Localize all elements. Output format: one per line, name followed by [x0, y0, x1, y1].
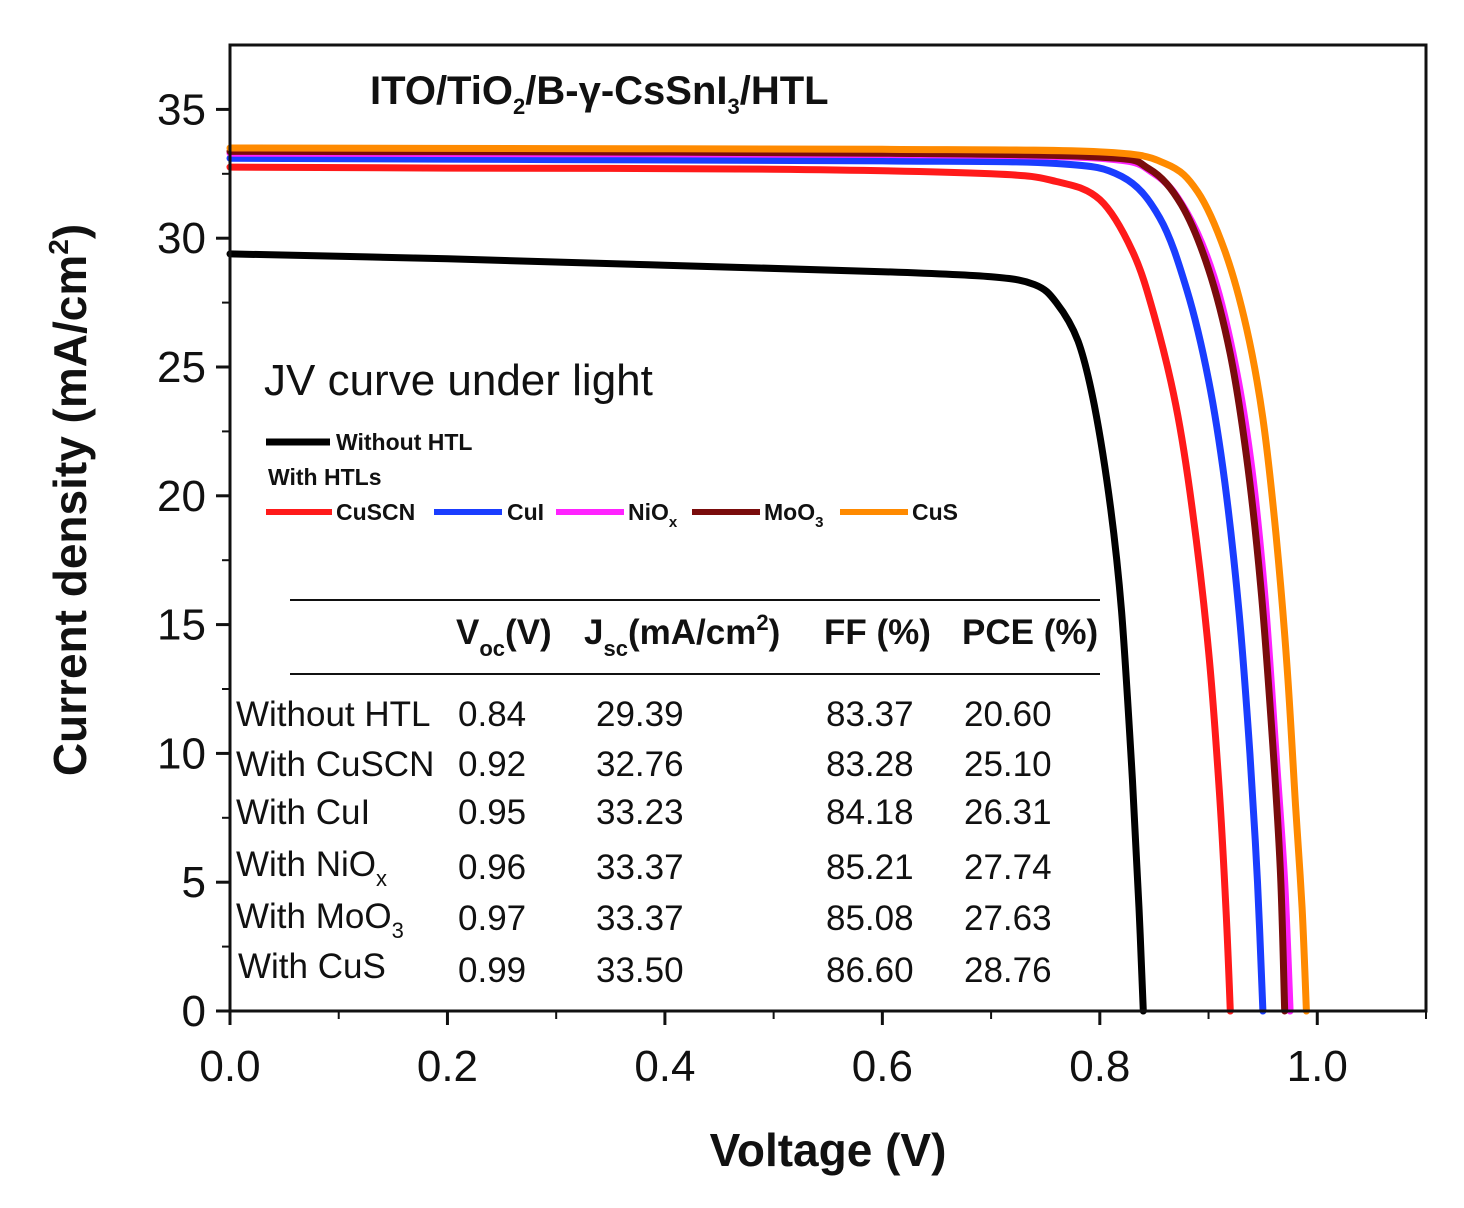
table-row: With CuS 0.99 33.50 86.60 28.76: [238, 947, 1052, 990]
legend-label-cuscn: CuSCN: [336, 499, 415, 525]
table-cell-ff: 84.18: [826, 793, 914, 832]
table-cell-jsc: 32.76: [596, 745, 684, 784]
table-cell-jsc: 33.23: [596, 793, 684, 832]
legend-label-cui: CuI: [507, 499, 544, 525]
series-line-cui: [226, 154, 1267, 1015]
table-cell-ff: 86.60: [826, 951, 914, 990]
table-cell-label: With NiOx: [236, 845, 387, 891]
y-tick-label: 15: [157, 601, 206, 650]
x-tick-label: 0.8: [1069, 1042, 1130, 1091]
table-cell-pce: 25.10: [964, 745, 1052, 784]
parameter-table: Voc(V) Jsc(mA/cm2) FF (%) PCE (%) Withou…: [236, 599, 1100, 990]
table-cell-jsc: 33.37: [596, 899, 684, 938]
legend-label-niox: NiOx: [628, 499, 678, 531]
chart-subtitle: JV curve under light: [264, 356, 653, 405]
y-tick-label: 0: [182, 987, 206, 1036]
y-tick-label: 5: [182, 858, 206, 907]
series-line-cus: [226, 144, 1310, 1015]
table-cell-voc: 0.99: [458, 951, 526, 990]
table-cell-voc: 0.96: [458, 848, 526, 887]
table-cell-pce: 27.74: [964, 848, 1052, 887]
y-tick-label: 35: [157, 85, 206, 134]
table-row: With MoO3 0.97 33.37 85.08 27.63: [236, 897, 1052, 943]
table-cell-ff: 85.21: [826, 848, 914, 887]
legend: Without HTL With HTLs CuSCN CuI NiOx MoO…: [266, 429, 958, 531]
table-header-jsc: Jsc(mA/cm2): [584, 610, 780, 661]
x-tick-label: 0.2: [417, 1042, 478, 1091]
table-row: With CuSCN 0.92 32.76 83.28 25.10: [236, 745, 1052, 784]
table-cell-ff: 83.37: [826, 695, 914, 734]
x-tick-label: 1.0: [1287, 1042, 1348, 1091]
table-cell-ff: 83.28: [826, 745, 914, 784]
x-tick-label: 0.6: [852, 1042, 913, 1091]
table-cell-voc: 0.92: [458, 745, 526, 784]
plot-frame: [228, 43, 1428, 1013]
table-cell-label: With CuSCN: [236, 745, 434, 784]
y-axis-title: Current density (mA/cm2): [43, 224, 96, 776]
series-line-without-htl: [226, 250, 1147, 1015]
table-cell-jsc: 29.39: [596, 695, 684, 734]
table-header-pce: PCE (%): [962, 613, 1098, 652]
legend-label-without-htl: Without HTL: [336, 429, 472, 455]
plot-title: ITO/TiO2/B-γ-CsSnI3/HTL: [370, 69, 829, 119]
series-layer: [226, 144, 1310, 1015]
legend-label-cus: CuS: [912, 499, 958, 525]
x-tick-label: 0.4: [634, 1042, 695, 1091]
table-header-voc: Voc(V): [456, 613, 552, 661]
table-cell-jsc: 33.50: [596, 951, 684, 990]
table-row: Without HTL 0.84 29.39 83.37 20.60: [236, 695, 1052, 734]
table-cell-pce: 26.31: [964, 793, 1052, 832]
table-cell-label: With CuS: [238, 947, 386, 986]
series-line-cuscn: [226, 163, 1234, 1015]
table-row: With CuI 0.95 33.23 84.18 26.31: [236, 793, 1052, 832]
y-tick-label: 20: [157, 472, 206, 521]
legend-label-moo3: MoO3: [764, 499, 823, 531]
table-row: With NiOx 0.96 33.37 85.21 27.74: [236, 845, 1052, 891]
y-tick-label: 10: [157, 729, 206, 778]
table-cell-voc: 0.97: [458, 899, 526, 938]
table-cell-jsc: 33.37: [596, 848, 684, 887]
axis-ticks: 0.0 0.2 0.4 0.6 0.8 1.0 0 5 10 15 20 25 30 35: [157, 85, 1427, 1091]
x-axis-title: Voltage (V): [710, 1124, 947, 1176]
table-cell-label: With CuI: [236, 793, 370, 832]
y-tick-label: 30: [157, 214, 206, 263]
table-cell-label: Without HTL: [236, 695, 431, 734]
table-cell-pce: 28.76: [964, 951, 1052, 990]
table-cell-ff: 85.08: [826, 899, 914, 938]
table-header-ff: FF (%): [824, 613, 931, 652]
table-cell-pce: 27.63: [964, 899, 1052, 938]
x-tick-label: 0.0: [199, 1042, 260, 1091]
table-cell-label: With MoO3: [236, 897, 404, 943]
table-cell-voc: 0.95: [458, 793, 526, 832]
table-cell-voc: 0.84: [458, 695, 526, 734]
legend-header-with-htls: With HTLs: [268, 464, 382, 490]
y-tick-label: 25: [157, 343, 206, 392]
table-cell-pce: 20.60: [964, 695, 1052, 734]
